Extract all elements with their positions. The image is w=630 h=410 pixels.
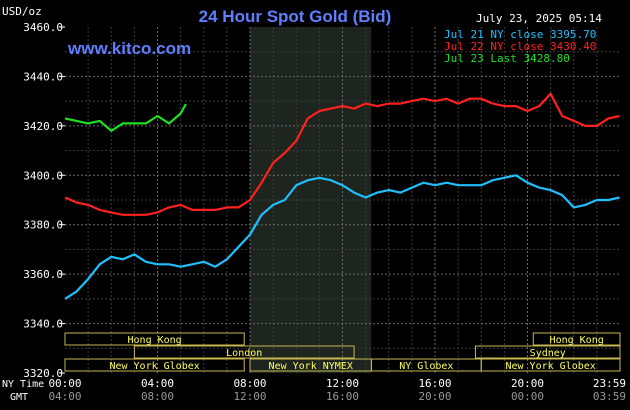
x-tick-label-gmt: 12:00 xyxy=(233,390,266,403)
gmt-label: GMT xyxy=(10,392,28,403)
series-line-3 xyxy=(64,103,187,132)
session-label: New York Globex xyxy=(109,361,199,372)
chart-title: 24 Hour Spot Gold (Bid) xyxy=(199,7,392,26)
trading-sessions: Hong Kong Hong Kong London Sydney New York G… xyxy=(64,332,621,372)
session-label: Hong Kong xyxy=(550,335,604,346)
session-box xyxy=(532,332,621,346)
series-line-1 xyxy=(64,174,620,300)
session-box xyxy=(133,345,355,359)
session-box xyxy=(480,358,621,372)
y-tick-label: 3340.0 xyxy=(23,318,63,331)
site-link[interactable]: www.kitco.com xyxy=(67,39,191,58)
x-tick-label-gmt: 04:00 xyxy=(48,390,81,403)
session-box xyxy=(474,345,621,359)
y-tick-label: 3440.0 xyxy=(23,70,63,83)
session-label: New York Globex xyxy=(505,361,595,372)
session-label: Hong Kong xyxy=(128,335,182,346)
session-label: London xyxy=(226,348,262,359)
x-tick-label-ny: 08:00 xyxy=(233,377,266,390)
timestamp: July 23, 2025 05:14 xyxy=(476,12,602,25)
session-box xyxy=(64,332,245,346)
x-tick-label-gmt: 20:00 xyxy=(418,390,451,403)
legend: Jul 21 NY close 3395.70 Jul 22 NY close … xyxy=(444,28,596,65)
legend-item-jul21: Jul 21 NY close 3395.70 xyxy=(444,28,596,41)
legend-item-jul22: Jul 22 NY close 3430.40 xyxy=(444,40,596,53)
y-tick-label: 3400.0 xyxy=(23,169,63,182)
session-label: New York NYMEX xyxy=(269,361,353,372)
y-axis-ticks: 3320.0 3340.0 3360.0 3380.0 3400.0 3420.0 3440… xyxy=(23,21,65,380)
x-tick-label-ny: 12:00 xyxy=(326,377,359,390)
x-tick-label-gmt: 00:00 xyxy=(511,390,544,403)
y-tick-label: 3380.0 xyxy=(23,219,63,232)
x-axis-ticks: 00:0004:0004:0008:0008:0012:0012:0016:00… xyxy=(48,377,626,403)
y-tick-label: 3420.0 xyxy=(23,120,63,133)
session-box xyxy=(64,358,245,372)
ny-time-label: NY Time xyxy=(2,379,44,390)
y-tick-label: 3320.0 xyxy=(23,367,63,380)
x-tick-label-gmt: 16:00 xyxy=(326,390,359,403)
x-tick-label-gmt: 08:00 xyxy=(141,390,174,403)
unit-label: USD/oz xyxy=(2,5,42,18)
session-label: NY Globex xyxy=(399,361,453,372)
x-tick-label-gmt: 03:59 xyxy=(593,390,626,403)
legend-item-jul23: Jul 23 Last 3428.80 xyxy=(444,52,570,65)
x-tick-label-ny: 16:00 xyxy=(418,377,451,390)
x-tick-label-ny: 00:00 xyxy=(48,377,81,390)
y-tick-label: 3360.0 xyxy=(23,268,63,281)
x-tick-label-ny: 04:00 xyxy=(141,377,174,390)
session-label: Sydney xyxy=(530,348,566,359)
x-tick-label-ny: 20:00 xyxy=(511,377,544,390)
series-line-2 xyxy=(64,92,620,216)
y-tick-label: 3460.0 xyxy=(23,21,63,34)
series-lines xyxy=(64,92,620,300)
x-tick-label-ny: 23:59 xyxy=(593,377,626,390)
